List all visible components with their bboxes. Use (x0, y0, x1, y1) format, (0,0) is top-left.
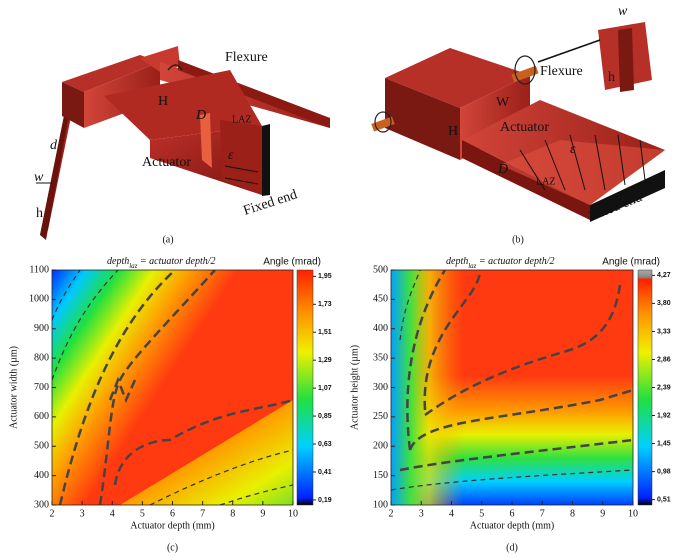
x-tick-label: 6 (510, 508, 515, 519)
label: Actuator (142, 155, 191, 170)
title-part: depth (107, 256, 129, 267)
label: W (496, 95, 510, 110)
contour-map (52, 270, 293, 505)
y-tick-label: 350 (373, 352, 388, 363)
label: ε (228, 148, 234, 163)
y-axis-label: Actuator height (µm) (349, 345, 360, 430)
x-tick-label: 5 (479, 508, 484, 519)
x-tick-label: 3 (80, 508, 85, 519)
title-part: depth (446, 256, 468, 267)
y-tick-label: 900 (34, 323, 49, 334)
x-tick-label: 6 (170, 508, 175, 519)
label: w (618, 4, 628, 19)
label: LAZ (232, 114, 251, 125)
colorbar-tick-label: 1,45 (657, 440, 671, 447)
colorbar-tick-label: 1,51 (318, 329, 332, 336)
colorbar-tick-label: 0,63 (318, 441, 332, 448)
colorbar-tick-label: 1,29 (318, 357, 332, 364)
label: h (36, 206, 43, 221)
label: H (448, 124, 458, 139)
colorbar-tick-label: 4,27 (657, 272, 671, 279)
x-tick-label: 7 (200, 508, 205, 519)
colorbar-tick-label: 0,98 (657, 468, 671, 475)
plot-title: depthlaz = actuator depth/2 (107, 256, 216, 269)
label: Fixed end (242, 187, 300, 218)
colorbar (297, 270, 313, 505)
title-part: laz (129, 262, 137, 270)
label: LAZ (536, 176, 555, 187)
colorbar-label: Angle (mrad) (263, 257, 321, 268)
label: D (195, 108, 206, 123)
y-tick-label: 1100 (29, 264, 49, 275)
caption: (d) (506, 542, 518, 553)
label: w (34, 170, 44, 185)
y-tick-label: 200 (373, 441, 388, 452)
y-tick-label: 600 (34, 411, 49, 422)
x-axis-label: Actuator depth (mm) (130, 520, 214, 531)
x-axis-label: Actuator depth (mm) (470, 520, 554, 531)
colorbar-tick-label: 1,92 (657, 412, 671, 419)
y-tick-label: 800 (34, 352, 49, 363)
y-tick-label: 150 (373, 470, 388, 481)
y-tick-label: 500 (34, 441, 49, 452)
x-tick-label: 5 (140, 508, 145, 519)
label: D (497, 162, 508, 177)
y-tick-label: 700 (34, 382, 49, 393)
colorbar-tick-label: 0,51 (657, 496, 671, 503)
colorbar-tick-label: 1,73 (318, 301, 332, 308)
colorbar-tick-label: 1,95 (318, 273, 332, 280)
y-tick-label: 300 (373, 382, 388, 393)
title-part: = actuator depth/2 (137, 256, 215, 267)
title-part: = actuator depth/2 (476, 256, 554, 267)
colorbar (638, 270, 652, 505)
colorbar-tick-label: 3,80 (657, 300, 671, 307)
colorbar-tick-label: 0,85 (318, 413, 332, 420)
x-tick-label: 8 (570, 508, 575, 519)
contour-map (391, 270, 633, 505)
y-axis-label: Actuator width (µm) (8, 346, 19, 429)
label: Flexure (225, 50, 268, 65)
colorbar-tick-label: 2,86 (657, 356, 671, 363)
y-tick-label: 100 (373, 499, 388, 510)
colorbar-tick-label: 0,19 (318, 497, 332, 504)
y-tick-label: 450 (373, 294, 388, 305)
label: Actuator (500, 120, 549, 135)
caption: (b) (512, 234, 524, 245)
label: h (608, 70, 615, 85)
x-tick-label: 4 (110, 508, 115, 519)
x-tick-label: 2 (389, 508, 394, 519)
colorbar-tick-label: 0,41 (318, 469, 332, 476)
caption: (c) (167, 542, 178, 553)
figure: Flexure Actuator Fixed end d w h H D LAZ… (0, 0, 691, 557)
colorbar-tick-label: 2,39 (657, 384, 671, 391)
x-tick-label: 9 (600, 508, 605, 519)
caption: (a) (162, 234, 173, 245)
colorbar-label: Angle (mrad) (602, 257, 660, 268)
y-tick-label: 300 (34, 499, 49, 510)
plot-title: depthlaz = actuator depth/2 (446, 256, 555, 269)
y-tick-label: 500 (373, 264, 388, 275)
y-tick-label: 1000 (29, 294, 49, 305)
label: ε (570, 142, 576, 157)
label: H (158, 94, 168, 109)
x-tick-label: 2 (50, 508, 55, 519)
panel-a-drawing (36, 46, 330, 240)
y-tick-label: 400 (34, 470, 49, 481)
x-tick-label: 7 (540, 508, 545, 519)
x-tick-label: 10 (628, 508, 638, 519)
label: d (50, 138, 58, 153)
x-tick-label: 10 (288, 508, 298, 519)
x-tick-label: 4 (449, 508, 454, 519)
title-part: laz (468, 262, 476, 270)
colorbar-tick-label: 1,07 (318, 385, 332, 392)
x-tick-label: 3 (419, 508, 424, 519)
label: Flexure (540, 64, 583, 79)
x-tick-label: 9 (260, 508, 265, 519)
y-tick-label: 250 (373, 411, 388, 422)
y-tick-label: 400 (373, 323, 388, 334)
colorbar-tick-label: 3,33 (657, 328, 671, 335)
x-tick-label: 8 (230, 508, 235, 519)
